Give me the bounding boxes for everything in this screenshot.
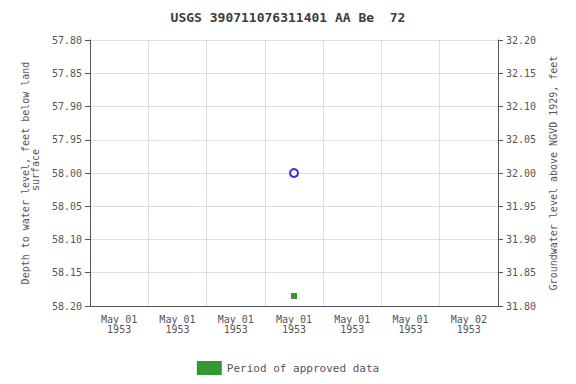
- svg-text:1953: 1953: [165, 324, 189, 335]
- svg-text:31.90: 31.90: [506, 234, 536, 245]
- svg-text:1953: 1953: [282, 324, 306, 335]
- svg-text:1953: 1953: [224, 324, 248, 335]
- svg-text:58.15: 58.15: [52, 267, 82, 278]
- svg-text:May 01: May 01: [392, 313, 429, 325]
- svg-text:May 01: May 01: [334, 313, 371, 325]
- svg-text:1953: 1953: [107, 324, 131, 335]
- svg-text:58.00: 58.00: [52, 168, 82, 179]
- svg-text:32.10: 32.10: [506, 101, 536, 112]
- svg-text:58.20: 58.20: [52, 301, 82, 312]
- svg-text:32.00: 32.00: [506, 168, 536, 179]
- svg-text:32.15: 32.15: [506, 68, 536, 79]
- svg-text:May 01: May 01: [275, 313, 313, 325]
- svg-text:31.85: 31.85: [506, 267, 536, 278]
- svg-text:May 01: May 01: [217, 313, 254, 325]
- svg-text:Groundwater level above NGVD 1: Groundwater level above NGVD 1929, feet: [548, 56, 559, 291]
- svg-text:1953: 1953: [340, 324, 364, 335]
- svg-text:May 02: May 02: [450, 313, 487, 325]
- svg-text:1953: 1953: [399, 324, 423, 335]
- svg-text:USGS 390711076311401 AA Be 72: USGS 390711076311401 AA Be 72: [171, 10, 406, 25]
- svg-text:57.90: 57.90: [52, 101, 82, 112]
- svg-text:58.05: 58.05: [52, 201, 82, 212]
- svg-text:58.10: 58.10: [52, 234, 82, 245]
- svg-text:57.85: 57.85: [52, 68, 82, 79]
- svg-text:1953: 1953: [457, 324, 481, 335]
- svg-text:57.95: 57.95: [52, 134, 82, 145]
- svg-text:57.80: 57.80: [52, 35, 82, 46]
- svg-text:32.05: 32.05: [506, 134, 536, 145]
- svg-text:Period of approved data: Period of approved data: [227, 362, 379, 375]
- svg-text:Depth to water level, feet bel: Depth to water level, feet below land: [19, 61, 31, 285]
- svg-text:May 01: May 01: [159, 313, 196, 325]
- svg-text:31.80: 31.80: [506, 301, 536, 312]
- svg-text:surface: surface: [30, 149, 41, 197]
- svg-text:31.95: 31.95: [506, 201, 536, 212]
- svg-text:May 01: May 01: [101, 313, 138, 325]
- svg-text:32.20: 32.20: [506, 35, 536, 46]
